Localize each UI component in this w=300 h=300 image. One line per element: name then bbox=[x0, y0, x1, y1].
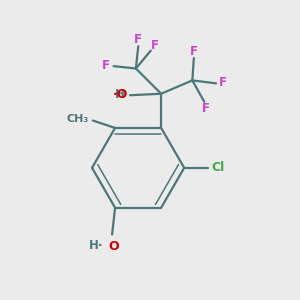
Text: Cl: Cl bbox=[211, 161, 224, 174]
Text: F: F bbox=[219, 76, 227, 89]
Text: F: F bbox=[102, 59, 110, 72]
Text: F: F bbox=[134, 33, 142, 46]
Text: ·O: ·O bbox=[113, 88, 128, 101]
Text: F: F bbox=[151, 39, 159, 52]
Text: F: F bbox=[202, 102, 210, 115]
Text: H: H bbox=[115, 88, 124, 101]
Text: CH₃: CH₃ bbox=[66, 114, 88, 124]
Text: O: O bbox=[108, 240, 119, 253]
Text: F: F bbox=[190, 45, 198, 58]
Text: H·: H· bbox=[89, 239, 104, 252]
